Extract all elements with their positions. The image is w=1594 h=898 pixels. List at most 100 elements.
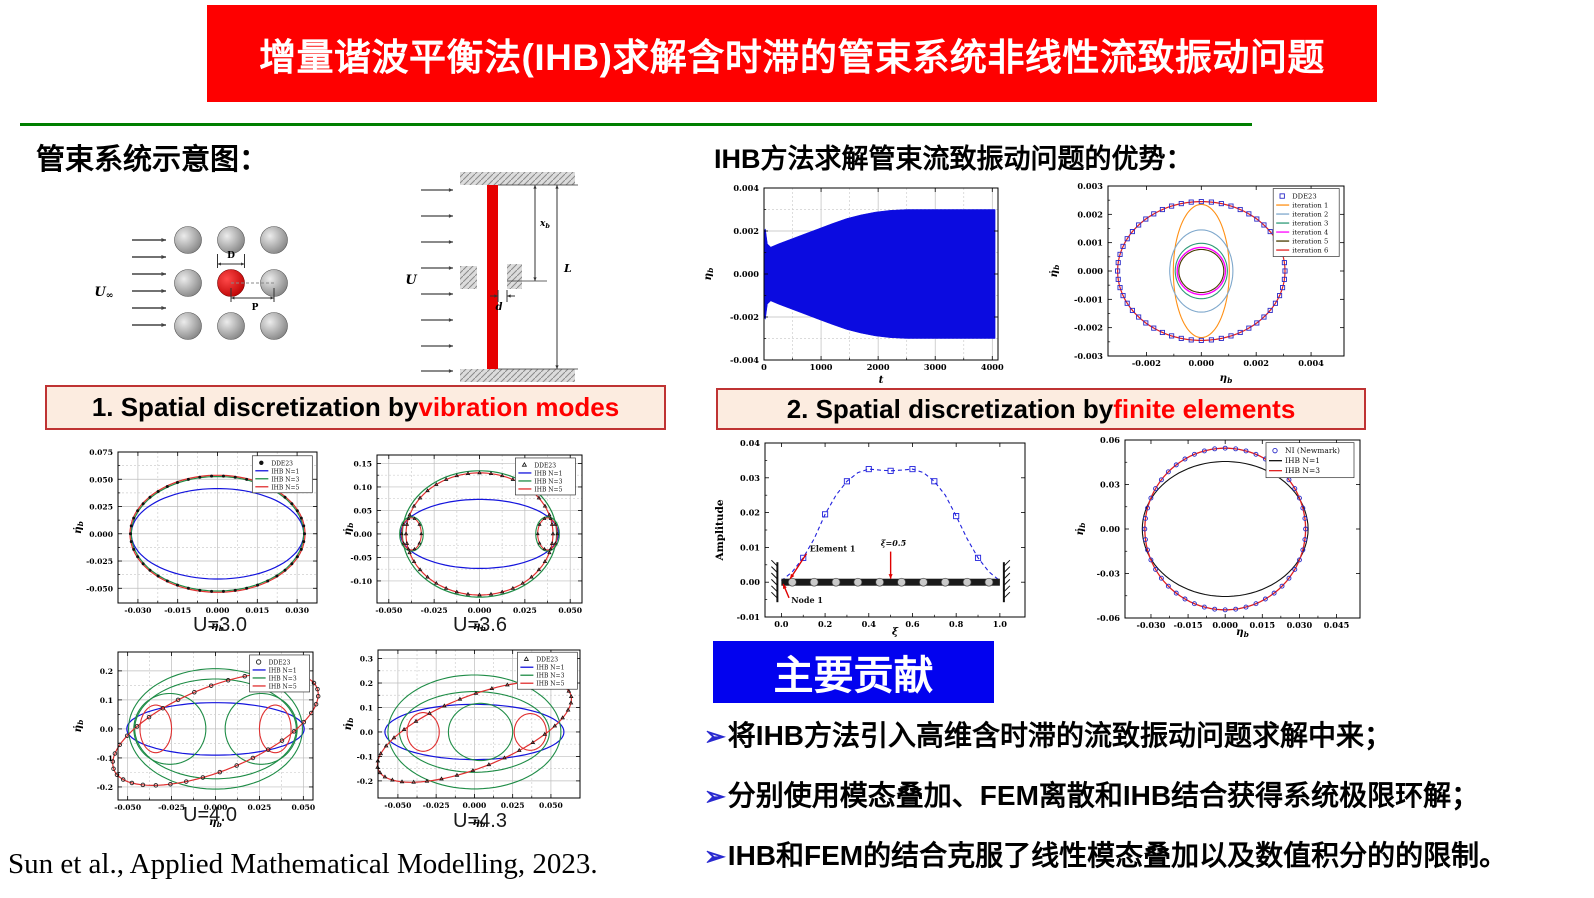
- svg-text:iteration 3: iteration 3: [1292, 220, 1328, 228]
- svg-text:IHB N=1: IHB N=1: [536, 665, 564, 672]
- svg-text:d: d: [496, 302, 503, 313]
- svg-text:0.0: 0.0: [360, 728, 373, 737]
- svg-text:L: L: [563, 262, 572, 275]
- svg-text:IHB N=3: IHB N=3: [536, 673, 564, 680]
- svg-text:IHB N=1: IHB N=1: [269, 667, 297, 674]
- svg-text:0.06: 0.06: [1100, 435, 1120, 445]
- caption-u40: U=4.0: [183, 804, 237, 826]
- svg-text:ηb: ηb: [702, 268, 715, 281]
- svg-text:-0.025: -0.025: [421, 606, 448, 615]
- svg-text:iteration 5: iteration 5: [1292, 238, 1328, 246]
- svg-text:0.1: 0.1: [100, 696, 113, 705]
- svg-text:0.000: 0.000: [204, 803, 228, 812]
- section2-header: 2. Spatial discretization by finite elem…: [716, 388, 1366, 430]
- svg-text:-0.1: -0.1: [357, 752, 373, 761]
- svg-text:η̇b: η̇b: [342, 523, 355, 536]
- svg-text:3000: 3000: [924, 362, 947, 372]
- svg-text:-0.10: -0.10: [350, 577, 372, 586]
- svg-text:0.0: 0.0: [774, 619, 789, 629]
- svg-text:ηb: ηb: [1236, 626, 1249, 638]
- svg-text:ξ: ξ: [892, 626, 899, 638]
- title-banner: 增量谐波平衡法(IHB)求解含时滞的管束系统非线性流致振动问题: [207, 5, 1377, 102]
- svg-text:ξ=0.5: ξ=0.5: [881, 538, 907, 548]
- svg-text:-0.003: -0.003: [1074, 351, 1103, 361]
- svg-text:0.000: 0.000: [89, 530, 113, 539]
- svg-text:-0.002: -0.002: [730, 312, 759, 322]
- svg-text:0.025: 0.025: [501, 801, 525, 810]
- svg-text:0.000: 0.000: [1077, 266, 1103, 276]
- svg-text:0.03: 0.03: [1100, 480, 1120, 490]
- svg-text:0.2: 0.2: [818, 619, 832, 629]
- citation: Sun et al., Applied Mathematical Modelli…: [8, 848, 598, 880]
- svg-text:0.015: 0.015: [245, 606, 269, 615]
- svg-text:P: P: [252, 303, 259, 313]
- svg-text:-0.01: -0.01: [737, 612, 760, 622]
- svg-text:0.0: 0.0: [100, 725, 113, 734]
- svg-text:0: 0: [761, 362, 767, 372]
- svg-text:U: U: [405, 273, 417, 288]
- svg-text:0.045: 0.045: [1324, 620, 1350, 630]
- svg-text:IHB N=3: IHB N=3: [534, 478, 562, 485]
- svg-text:0.050: 0.050: [539, 801, 563, 810]
- svg-text:0.00: 0.00: [740, 577, 760, 587]
- svg-text:-0.03: -0.03: [1097, 569, 1121, 579]
- svg-text:0.015: 0.015: [1249, 620, 1275, 630]
- chart-phase-u36: -0.050 -0.025 0.000 0.025 0.050 -0.10 -0.05 0.0…: [340, 436, 604, 633]
- svg-text:ηb: ηb: [1220, 372, 1233, 384]
- chart-iteration-phase: -0.002 0.000 0.002 0.004 -0.003 -0.002 -0.001 0…: [1046, 172, 1370, 385]
- svg-text:IHB N=1: IHB N=1: [1285, 456, 1320, 465]
- svg-text:0.000: 0.000: [468, 606, 492, 615]
- svg-text:0.8: 0.8: [949, 619, 964, 629]
- svg-text:-0.002: -0.002: [1074, 323, 1103, 333]
- svg-text:4000: 4000: [981, 362, 1004, 372]
- bullet-3: ➢IHB和FEM的结合克服了线性模态叠加以及数值积分的的限制。: [704, 834, 1507, 874]
- svg-text:IHB N=5: IHB N=5: [271, 484, 299, 491]
- svg-text:iteration 6: iteration 6: [1292, 247, 1328, 255]
- svg-text:0.075: 0.075: [89, 448, 113, 457]
- svg-text:-0.06: -0.06: [1097, 613, 1121, 623]
- right-section-heading: IHB方法求解管束流致振动问题的优势：: [714, 144, 1193, 174]
- svg-text:0.02: 0.02: [740, 508, 760, 518]
- svg-text:-0.015: -0.015: [1174, 620, 1203, 630]
- svg-text:IHB N=3: IHB N=3: [271, 476, 299, 483]
- bullet-1: ➢将IHB方法引入高维含时滞的流致振动问题求解中来；: [704, 714, 1392, 754]
- svg-text:IHB N=5: IHB N=5: [269, 683, 297, 690]
- svg-text:-0.025: -0.025: [86, 557, 113, 566]
- svg-text:0.3: 0.3: [360, 655, 373, 664]
- svg-text:η̇b: η̇b: [1048, 265, 1061, 278]
- svg-text:DDE23: DDE23: [534, 462, 556, 469]
- bullet-2: ➢分别使用模态叠加、FEM离散和IHB结合获得系统极限环解；: [704, 774, 1479, 814]
- svg-text:iteration 1: iteration 1: [1292, 202, 1328, 210]
- svg-text:0.000: 0.000: [1188, 358, 1214, 368]
- svg-text:1.0: 1.0: [993, 619, 1008, 629]
- svg-text:DDE23: DDE23: [269, 659, 291, 666]
- caption-u43: U=4.3: [453, 810, 507, 832]
- svg-text:0.003: 0.003: [1077, 181, 1103, 191]
- chart-ni-phase: -0.030 -0.015 0.000 0.015 0.030 0.045 -0.06 -0.…: [1072, 428, 1378, 639]
- section1-text: 1. Spatial discretization by: [91, 392, 419, 422]
- svg-text:1000: 1000: [810, 362, 833, 372]
- svg-text:0.01: 0.01: [740, 542, 760, 552]
- svg-text:-0.050: -0.050: [384, 801, 411, 810]
- svg-text:NI (Newmark): NI (Newmark): [1285, 446, 1340, 455]
- svg-text:η̇b: η̇b: [72, 521, 85, 534]
- svg-text:U∞: U∞: [94, 285, 113, 301]
- svg-text:D: D: [227, 251, 235, 261]
- svg-text:0.002: 0.002: [733, 226, 759, 236]
- svg-text:η̇b: η̇b: [72, 720, 85, 733]
- caption-u30: U=3.0: [193, 614, 247, 636]
- svg-text:-0.050: -0.050: [114, 803, 141, 812]
- svg-text:0.004: 0.004: [733, 183, 759, 193]
- svg-text:η̇b: η̇b: [342, 718, 355, 731]
- svg-text:IHB N=1: IHB N=1: [271, 468, 299, 475]
- chart-phase-u43: -0.050 -0.025 0.000 0.025 0.050 -0.2 -0.1 0.0 0.…: [340, 642, 604, 829]
- svg-text:DDE23: DDE23: [1292, 193, 1317, 201]
- svg-text:0.050: 0.050: [558, 606, 582, 615]
- svg-text:Node 1: Node 1: [791, 595, 823, 605]
- svg-text:DDE23: DDE23: [271, 460, 293, 467]
- svg-text:0.2: 0.2: [360, 679, 373, 688]
- svg-text:ηb: ηb: [473, 620, 486, 632]
- svg-text:0.15: 0.15: [354, 459, 373, 468]
- svg-text:iteration 2: iteration 2: [1292, 211, 1328, 219]
